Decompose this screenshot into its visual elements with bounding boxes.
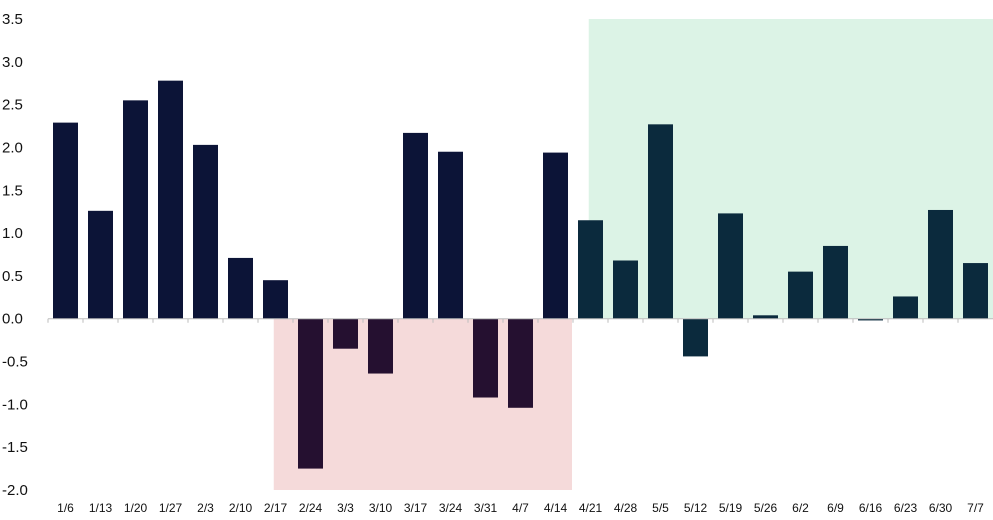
y-tick-label: 2.5 [2,97,23,114]
bar [473,318,498,398]
x-tick-label: 4/7 [512,501,529,515]
bar [753,315,778,319]
x-tick-label: 2/10 [229,501,253,515]
bar [88,210,113,319]
y-tick-label: 1.0 [2,225,23,242]
y-tick-label: -0.5 [2,354,28,371]
x-tick-label: 3/3 [337,501,354,515]
x-tick-label: 1/6 [57,501,74,515]
x-tick-label: 1/20 [124,501,148,515]
y-tick-label: 3.0 [2,54,23,71]
x-tick-label: 3/24 [439,501,463,515]
bar [648,124,673,319]
x-tick-label: 7/7 [967,501,984,515]
shaded-regions [273,19,993,490]
bar [893,296,918,319]
bar [53,122,78,319]
y-tick-label: -1.5 [2,439,28,456]
x-tick-label: 5/26 [754,501,778,515]
bar [438,151,463,319]
bar [228,257,253,319]
y-tick-label: -2.0 [2,482,28,499]
x-tick-label: 5/19 [719,501,743,515]
x-tick-label: 6/16 [859,501,883,515]
bar [963,263,988,319]
bar [928,209,953,319]
y-tick-label: 1.5 [2,182,23,199]
x-tick-label: 5/5 [652,501,669,515]
bar [508,318,533,408]
x-tick-label: 2/3 [197,501,214,515]
bars [53,80,988,469]
bar [298,318,323,469]
x-tick-label: 4/28 [614,501,638,515]
y-tick-label: 3.5 [2,11,23,28]
bar [333,318,358,349]
bar [858,318,883,321]
x-tick-label: 5/12 [684,501,708,515]
bar [263,280,288,319]
bar [543,152,568,319]
bar [613,260,638,319]
x-tick-label: 3/17 [404,501,428,515]
bar [578,220,603,319]
x-tick-label: 3/31 [474,501,498,515]
x-tick-label: 2/17 [264,501,288,515]
x-tick-label: 1/13 [89,501,113,515]
x-tick-label: 3/10 [369,501,393,515]
bar [368,318,393,374]
x-tick-label: 6/2 [792,501,809,515]
bar [193,144,218,319]
x-tick-label: 6/23 [894,501,918,515]
y-axis: 3.5 3.0 2.5 2.0 1.5 1.0 0.5 0.0 -0.5 -1.0 -1.5 -2.0 [2,11,28,499]
bar [158,80,183,319]
y-tick-label: 0.0 [2,311,23,328]
x-axis: 1/6 1/13 1/20 1/27 2/3 2/10 2/17 2/24 3/3 3/10 3/1… [47,318,984,515]
bar [403,132,428,319]
bar [788,271,813,319]
bar [823,245,848,319]
y-tick-label: 2.0 [2,139,23,156]
x-tick-label: 2/24 [299,501,323,515]
bar [123,100,148,319]
x-tick-label: 6/9 [827,501,844,515]
x-tick-label: 4/14 [544,501,568,515]
y-tick-label: 0.5 [2,268,23,285]
y-tick-label: -1.0 [2,396,28,413]
bar [718,213,743,319]
x-tick-label: 1/27 [159,501,183,515]
x-tick-label: 6/30 [929,501,953,515]
bar [683,318,708,357]
x-tick-label: 4/21 [579,501,603,515]
